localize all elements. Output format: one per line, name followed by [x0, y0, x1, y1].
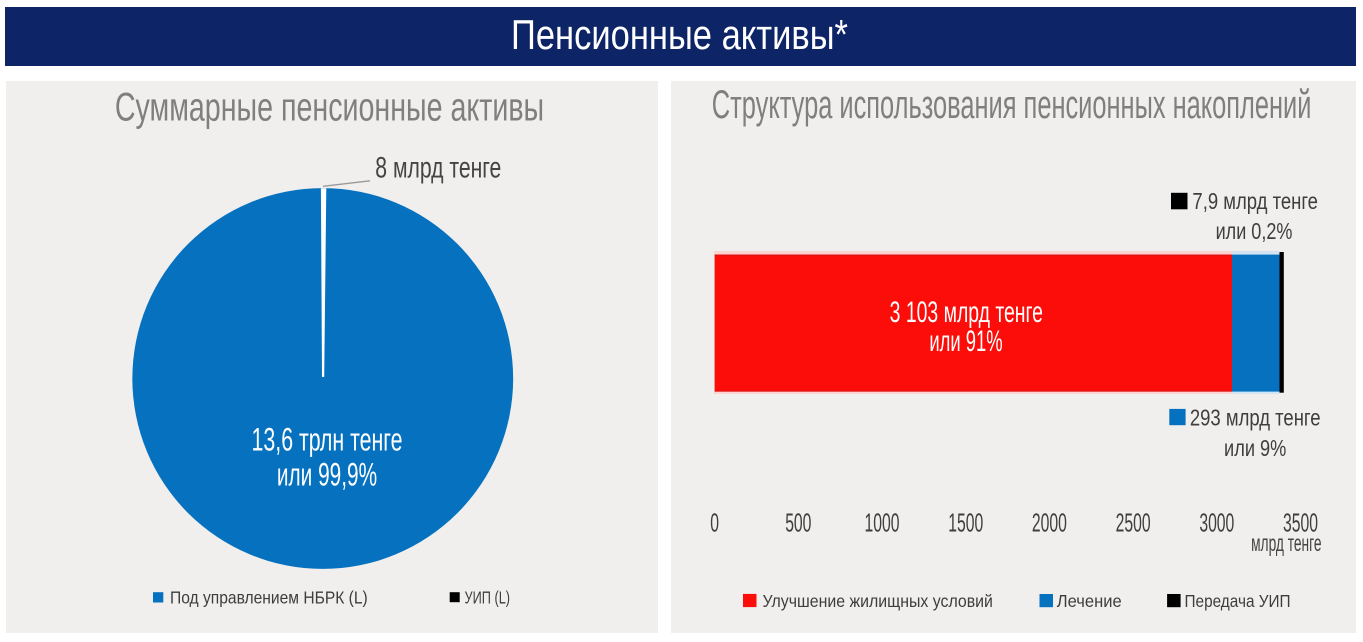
svg-text:7,9 млрд тенге: 7,9 млрд тенге — [1192, 189, 1318, 215]
svg-text:2500: 2500 — [1116, 509, 1151, 538]
svg-text:УИП (L): УИП (L) — [465, 589, 511, 608]
svg-text:или 91%: или 91% — [929, 326, 1002, 358]
svg-text:Передача УИП: Передача УИП — [1185, 592, 1291, 611]
svg-text:13,6 трлн тенге: 13,6 трлн тенге — [252, 421, 403, 457]
svg-text:Структура использования пенсио: Структура использования пенсионных накоп… — [712, 84, 1312, 128]
svg-text:1500: 1500 — [948, 509, 983, 538]
svg-text:или 0,2%: или 0,2% — [1216, 219, 1293, 245]
svg-text:Суммарные пенсионные активы: Суммарные пенсионные активы — [115, 86, 544, 130]
svg-text:или 99,9%: или 99,9% — [277, 457, 377, 493]
svg-text:или 9%: или 9% — [1224, 436, 1286, 462]
svg-text:8 млрд тенге: 8 млрд тенге — [375, 150, 501, 185]
svg-text:3000: 3000 — [1199, 509, 1234, 538]
svg-text:млрд тенге: млрд тенге — [1251, 531, 1321, 556]
svg-text:3500: 3500 — [1283, 509, 1318, 538]
svg-text:Пенсионные активы*: Пенсионные активы* — [511, 12, 848, 59]
svg-text:Под управлением НБРК (L): Под управлением НБРК (L) — [170, 589, 368, 608]
svg-text:Улучшение жилищных условий: Улучшение жилищных условий — [763, 591, 993, 611]
svg-text:Лечение: Лечение — [1057, 591, 1122, 611]
svg-text:3 103 млрд тенге: 3 103 млрд тенге — [890, 296, 1043, 329]
svg-text:293 млрд тенге: 293 млрд тенге — [1190, 406, 1321, 432]
svg-text:1000: 1000 — [865, 509, 900, 538]
svg-text:0: 0 — [710, 509, 719, 538]
svg-text:2000: 2000 — [1032, 509, 1067, 538]
svg-text:500: 500 — [785, 509, 811, 538]
